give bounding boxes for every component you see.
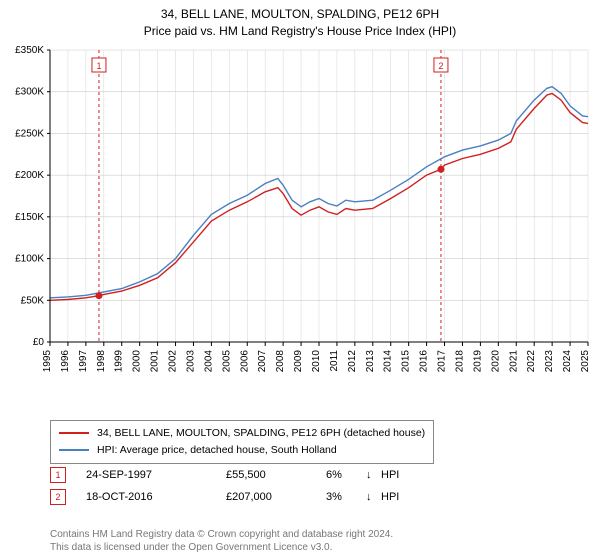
sale-date: 18-OCT-2016 bbox=[86, 491, 226, 503]
svg-text:2022: 2022 bbox=[526, 350, 537, 373]
svg-text:1998: 1998 bbox=[96, 350, 107, 373]
svg-text:2002: 2002 bbox=[168, 350, 179, 373]
chart-legend: 34, BELL LANE, MOULTON, SPALDING, PE12 6… bbox=[50, 420, 434, 464]
arrow-down-icon: ↓ bbox=[366, 491, 381, 503]
svg-text:£150K: £150K bbox=[15, 212, 44, 223]
sale-marker: 2 bbox=[50, 489, 66, 505]
svg-text:2018: 2018 bbox=[454, 350, 465, 373]
sale-row: 2 18-OCT-2016£207,0003%↓HPI bbox=[50, 486, 399, 508]
svg-text:2007: 2007 bbox=[257, 350, 268, 373]
svg-text:2025: 2025 bbox=[580, 350, 591, 373]
footer-line-1: Contains HM Land Registry data © Crown c… bbox=[50, 528, 393, 541]
svg-text:2005: 2005 bbox=[221, 350, 232, 373]
svg-text:2013: 2013 bbox=[365, 350, 376, 373]
legend-label: HPI: Average price, detached house, Sout… bbox=[97, 442, 337, 459]
sales-table: 1 24-SEP-1997£55,5006%↓HPI 2 18-OCT-2016£20… bbox=[50, 464, 399, 508]
legend-label: 34, BELL LANE, MOULTON, SPALDING, PE12 6… bbox=[97, 425, 425, 442]
sale-price: £207,000 bbox=[226, 491, 326, 503]
svg-text:£0: £0 bbox=[33, 337, 45, 348]
svg-text:1996: 1996 bbox=[60, 350, 71, 373]
svg-text:2004: 2004 bbox=[203, 350, 214, 373]
svg-text:2021: 2021 bbox=[508, 350, 519, 373]
svg-text:2008: 2008 bbox=[275, 350, 286, 373]
svg-text:2003: 2003 bbox=[185, 350, 196, 373]
svg-text:£200K: £200K bbox=[15, 170, 44, 181]
svg-text:2017: 2017 bbox=[437, 350, 448, 373]
svg-text:2001: 2001 bbox=[150, 350, 161, 373]
data-attribution: Contains HM Land Registry data © Crown c… bbox=[50, 528, 393, 554]
sale-suffix: HPI bbox=[381, 469, 399, 481]
svg-text:1999: 1999 bbox=[114, 350, 125, 373]
svg-text:2024: 2024 bbox=[562, 350, 573, 373]
svg-text:2010: 2010 bbox=[311, 350, 322, 373]
svg-text:2000: 2000 bbox=[132, 350, 143, 373]
legend-swatch bbox=[59, 432, 89, 434]
svg-text:£50K: £50K bbox=[21, 295, 45, 306]
svg-text:1: 1 bbox=[96, 61, 101, 71]
footer-line-2: This data is licensed under the Open Gov… bbox=[50, 541, 393, 554]
title-line-1: 34, BELL LANE, MOULTON, SPALDING, PE12 6… bbox=[0, 6, 600, 23]
arrow-down-icon: ↓ bbox=[366, 469, 381, 481]
legend-swatch bbox=[59, 449, 89, 451]
sale-price: £55,500 bbox=[226, 469, 326, 481]
sale-row: 1 24-SEP-1997£55,5006%↓HPI bbox=[50, 464, 399, 486]
svg-text:£300K: £300K bbox=[15, 87, 44, 98]
sale-pct: 6% bbox=[326, 469, 366, 481]
svg-text:2023: 2023 bbox=[544, 350, 555, 373]
svg-text:£100K: £100K bbox=[15, 254, 44, 265]
legend-item: 34, BELL LANE, MOULTON, SPALDING, PE12 6… bbox=[59, 425, 425, 442]
svg-text:2006: 2006 bbox=[239, 350, 250, 373]
svg-text:£250K: £250K bbox=[15, 128, 44, 139]
legend-item: HPI: Average price, detached house, Sout… bbox=[59, 442, 425, 459]
title-line-2: Price paid vs. HM Land Registry's House … bbox=[0, 23, 600, 40]
svg-text:2011: 2011 bbox=[329, 350, 340, 372]
svg-text:2: 2 bbox=[438, 61, 443, 71]
svg-text:2015: 2015 bbox=[401, 350, 412, 373]
svg-text:2014: 2014 bbox=[383, 350, 394, 373]
svg-text:1995: 1995 bbox=[42, 350, 53, 373]
chart-title: 34, BELL LANE, MOULTON, SPALDING, PE12 6… bbox=[0, 0, 600, 40]
svg-text:2019: 2019 bbox=[472, 350, 483, 373]
svg-text:2009: 2009 bbox=[293, 350, 304, 373]
svg-text:2012: 2012 bbox=[347, 350, 358, 373]
sale-date: 24-SEP-1997 bbox=[86, 469, 226, 481]
sale-suffix: HPI bbox=[381, 491, 399, 503]
svg-text:£350K: £350K bbox=[15, 45, 44, 56]
svg-text:2016: 2016 bbox=[419, 350, 430, 373]
sale-marker: 1 bbox=[50, 467, 66, 483]
price-chart: £0 £50K £100K £150K £200K £250K £300K £350K 1995… bbox=[0, 42, 600, 412]
svg-text:2020: 2020 bbox=[490, 350, 501, 373]
svg-text:1997: 1997 bbox=[78, 350, 89, 373]
sale-pct: 3% bbox=[326, 491, 366, 503]
